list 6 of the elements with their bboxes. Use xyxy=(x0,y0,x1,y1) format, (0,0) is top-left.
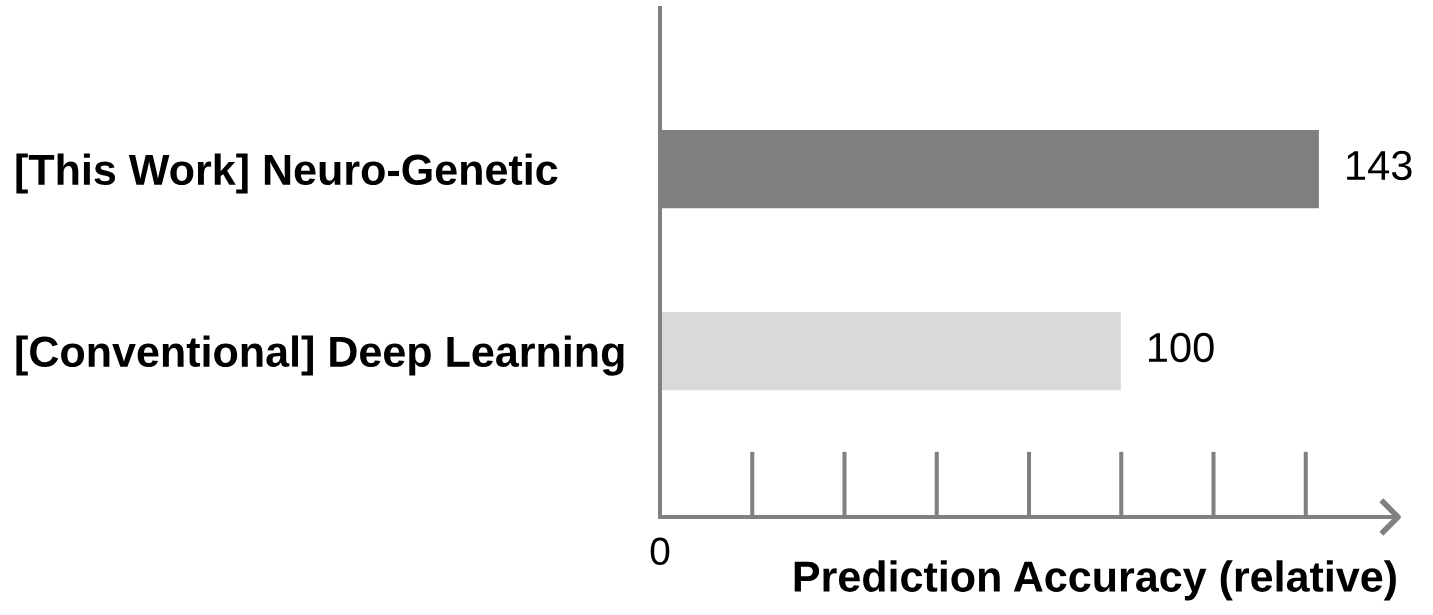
y-tick-label: [This Work] Neuro-Genetic xyxy=(16,153,558,194)
data-label: 100 xyxy=(1148,332,1214,363)
y-tick-label: [Conventional] Deep Learning xyxy=(16,335,624,376)
x-axis-title: Prediction Accuracy (relative) xyxy=(794,560,1396,601)
text: 0 xyxy=(650,537,670,566)
data-label: 143 xyxy=(1347,150,1412,181)
